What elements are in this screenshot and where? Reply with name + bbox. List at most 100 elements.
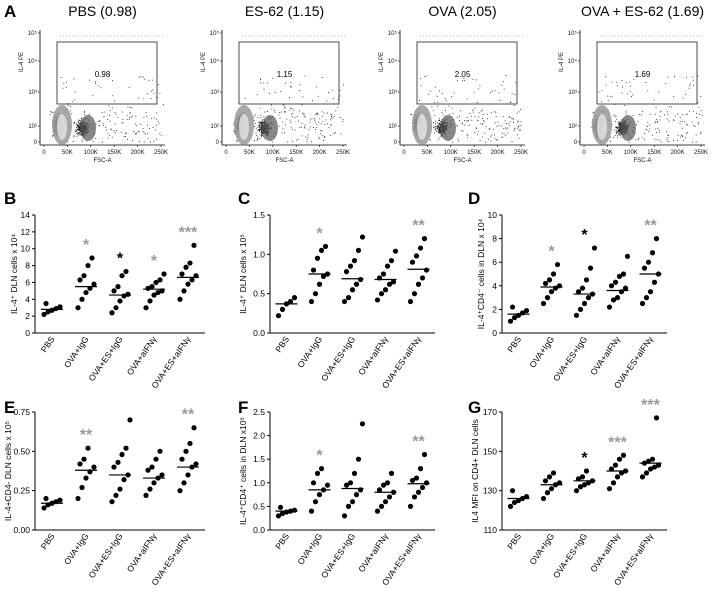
flow-event	[517, 134, 518, 136]
flow-event	[156, 112, 158, 114]
flow-event	[77, 129, 79, 130]
flow-event	[78, 120, 79, 122]
flow-event	[261, 134, 262, 136]
flow-event	[439, 90, 440, 92]
flow-event	[316, 112, 318, 114]
data-point	[544, 490, 551, 496]
data-point	[355, 456, 362, 462]
flow-event	[138, 76, 140, 78]
flow-event	[513, 128, 515, 130]
flow-event	[629, 81, 631, 83]
data-point	[415, 281, 422, 287]
flow-event	[233, 130, 235, 132]
flow-event	[679, 120, 681, 122]
flow-event	[432, 110, 434, 112]
flow-event	[73, 123, 75, 125]
flow-event	[298, 120, 299, 122]
flow-event	[618, 129, 620, 131]
flow-event	[434, 101, 436, 103]
data-point	[275, 513, 282, 519]
flow-event	[434, 128, 436, 130]
flow-event	[673, 140, 674, 141]
data-point	[115, 284, 121, 290]
flow-event	[140, 76, 142, 78]
flow-event	[330, 124, 332, 126]
flow-event	[668, 120, 670, 122]
flow-event	[316, 123, 318, 125]
flow-event	[491, 112, 492, 114]
flow-event	[52, 111, 54, 113]
significance-star: **	[644, 218, 657, 235]
flow-event	[261, 135, 263, 136]
data-point	[417, 466, 424, 472]
flow-event	[255, 128, 257, 130]
data-point	[419, 484, 426, 491]
x-category-label: OVA+IgG	[295, 334, 324, 369]
flow-event	[107, 119, 108, 121]
flow-population	[620, 115, 636, 141]
flow-event	[439, 131, 441, 133]
flow-event	[505, 75, 507, 76]
flow-x-tick-label: 100K	[84, 150, 98, 156]
flow-event	[437, 128, 439, 130]
flow-event	[149, 128, 150, 129]
panel-letter: D	[468, 189, 480, 208]
flow-x-tick-label: 250K	[336, 150, 350, 156]
flow-event	[271, 104, 272, 106]
flow-event	[259, 123, 261, 124]
flow-event	[472, 109, 473, 111]
data-point	[608, 466, 615, 472]
data-point	[386, 494, 393, 500]
flow-event	[292, 112, 294, 114]
flow-event	[321, 115, 323, 117]
flow-population-core	[417, 114, 427, 140]
flow-event	[257, 139, 259, 141]
data-point	[643, 470, 650, 476]
flow-event	[103, 111, 105, 113]
flow-event	[114, 123, 116, 125]
flow-event	[78, 129, 80, 130]
data-point	[45, 309, 51, 315]
flow-event	[477, 119, 478, 121]
flow-event	[260, 127, 262, 129]
flow-event	[123, 136, 125, 138]
flow-event	[618, 133, 619, 135]
flow-event	[256, 134, 257, 136]
flow-event	[619, 128, 621, 129]
data-point	[123, 268, 129, 275]
flow-event	[314, 121, 316, 123]
flow-event	[677, 135, 679, 137]
flow-event	[431, 106, 433, 108]
flow-event	[439, 118, 440, 120]
flow-event	[335, 110, 337, 112]
flow-event	[618, 121, 620, 123]
flow-x-tick-label: 250K	[514, 150, 528, 156]
flow-event	[648, 130, 650, 132]
data-point	[179, 456, 185, 462]
flow-event	[260, 123, 262, 125]
flow-event	[296, 115, 298, 117]
flow-event	[151, 90, 153, 92]
flow-x-tick-label: 50K	[62, 150, 73, 156]
data-point	[556, 480, 563, 486]
data-point	[125, 291, 131, 297]
flow-event	[501, 132, 503, 134]
flow-event	[439, 124, 441, 125]
flow-event	[654, 122, 656, 124]
data-point	[151, 480, 157, 486]
flow-event	[143, 98, 145, 100]
data-point	[523, 307, 530, 314]
data-point	[359, 421, 366, 427]
flow-event	[317, 95, 319, 97]
flow-event	[101, 111, 103, 113]
flow-event	[684, 121, 686, 123]
flow-event	[470, 115, 472, 117]
flow-event	[111, 107, 113, 109]
flow-event	[641, 111, 643, 112]
flow-event	[614, 103, 616, 105]
flow-event	[153, 92, 155, 94]
flow-y-tick-label: 10⁵	[28, 30, 38, 37]
flow-event	[621, 80, 623, 81]
